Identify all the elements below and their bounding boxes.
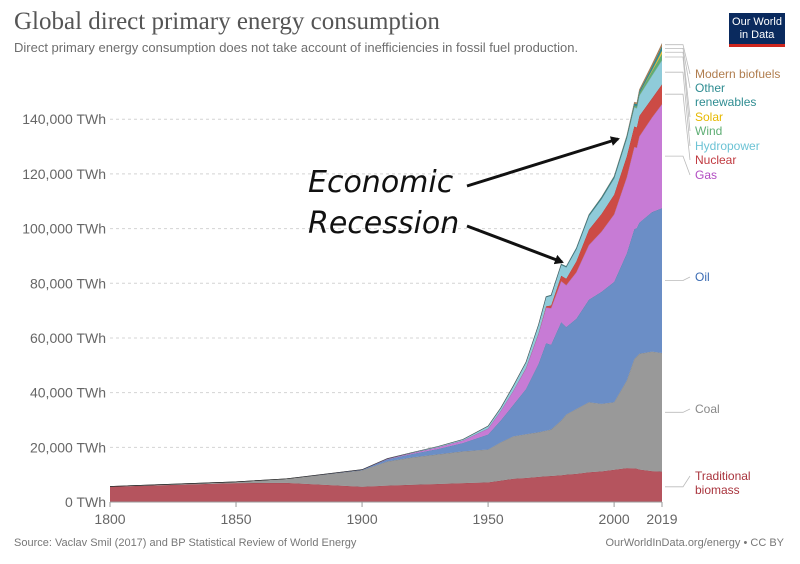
series-labels: Traditional biomass Coal Oil GasNuclearHydro… bbox=[665, 44, 780, 497]
annotation-arrow-1981 bbox=[466, 224, 564, 265]
annotation-line-2: Recession bbox=[308, 206, 459, 241]
stacked-areas bbox=[109, 43, 663, 502]
edge-traditional-biomass bbox=[109, 467, 663, 487]
x-tick-label: 2019 bbox=[646, 511, 677, 527]
annotation-line-1: Economic bbox=[308, 165, 454, 200]
series-label-traditional-biomass: Traditional biomass bbox=[695, 469, 751, 497]
y-tick-label: 100,000 TWh bbox=[22, 221, 106, 237]
chart-subtitle: Direct primary energy consumption does n… bbox=[14, 40, 579, 55]
chart-title: Global direct primary energy consumption bbox=[14, 8, 440, 35]
area-traditional-biomass bbox=[110, 468, 662, 502]
y-tick-label: 80,000 TWh bbox=[30, 275, 106, 291]
y-tick-label: 120,000 TWh bbox=[22, 166, 106, 182]
area-gas bbox=[110, 104, 662, 487]
annotation-arrow-2009 bbox=[466, 136, 620, 188]
y-tick-label: 40,000 TWh bbox=[30, 385, 106, 401]
label-connector bbox=[665, 44, 691, 75]
series-label-nuclear: Nuclear bbox=[695, 153, 736, 167]
label-connector bbox=[665, 155, 691, 176]
label-connector bbox=[665, 71, 691, 147]
owid-logo[interactable]: Our World in Data bbox=[729, 13, 785, 47]
footer-credit: OurWorldInData.org/energy • CC BY bbox=[605, 537, 784, 549]
x-tick-label: 1850 bbox=[220, 511, 251, 527]
x-tick-label: 1900 bbox=[346, 511, 377, 527]
logo-line-1: Our World bbox=[732, 16, 782, 28]
label-connector bbox=[665, 56, 691, 132]
y-tick-label: 60,000 TWh bbox=[30, 330, 106, 346]
axes: 0 TWh 20,000 TWh 40,000 TWh 60,000 TWh 80,00… bbox=[22, 111, 678, 527]
y-tick-label: 140,000 TWh bbox=[22, 111, 106, 127]
y-tick-label: 20,000 TWh bbox=[30, 439, 106, 455]
area-oil bbox=[110, 208, 662, 487]
label-connector bbox=[665, 408, 691, 413]
recession-annotation: Economic Recession bbox=[308, 136, 620, 265]
grid-lines bbox=[110, 118, 662, 448]
series-label-gas: Gas bbox=[695, 168, 717, 182]
series-label-wind: Wind bbox=[695, 124, 722, 138]
series-label-modern-biofuels: Modern biofuels bbox=[695, 67, 780, 81]
label-connector bbox=[665, 51, 691, 118]
label-connector bbox=[665, 276, 691, 281]
y-tick-label: 0 TWh bbox=[65, 494, 106, 510]
series-label-coal: Coal bbox=[695, 402, 720, 416]
source-note: Source: Vaclav Smil (2017) and BP Statis… bbox=[14, 537, 357, 549]
logo-line-2: in Data bbox=[739, 29, 775, 41]
label-connector bbox=[665, 48, 691, 89]
label-connector bbox=[665, 475, 691, 488]
x-tick-label: 2000 bbox=[599, 511, 630, 527]
series-label-hydropower: Hydropower bbox=[695, 139, 760, 153]
label-connector bbox=[665, 93, 691, 161]
edge-modern-biofuels bbox=[109, 43, 663, 487]
series-label-other-renewables: Other renewables bbox=[695, 81, 756, 109]
energy-link[interactable]: OurWorldInData.org/energy bbox=[605, 537, 741, 549]
license-text: • CC BY bbox=[740, 537, 784, 549]
area-coal bbox=[110, 351, 662, 487]
x-tick-label: 1800 bbox=[94, 511, 125, 527]
x-tick-label: 1950 bbox=[473, 511, 504, 527]
series-label-oil: Oil bbox=[695, 270, 710, 284]
series-label-solar: Solar bbox=[695, 110, 723, 124]
